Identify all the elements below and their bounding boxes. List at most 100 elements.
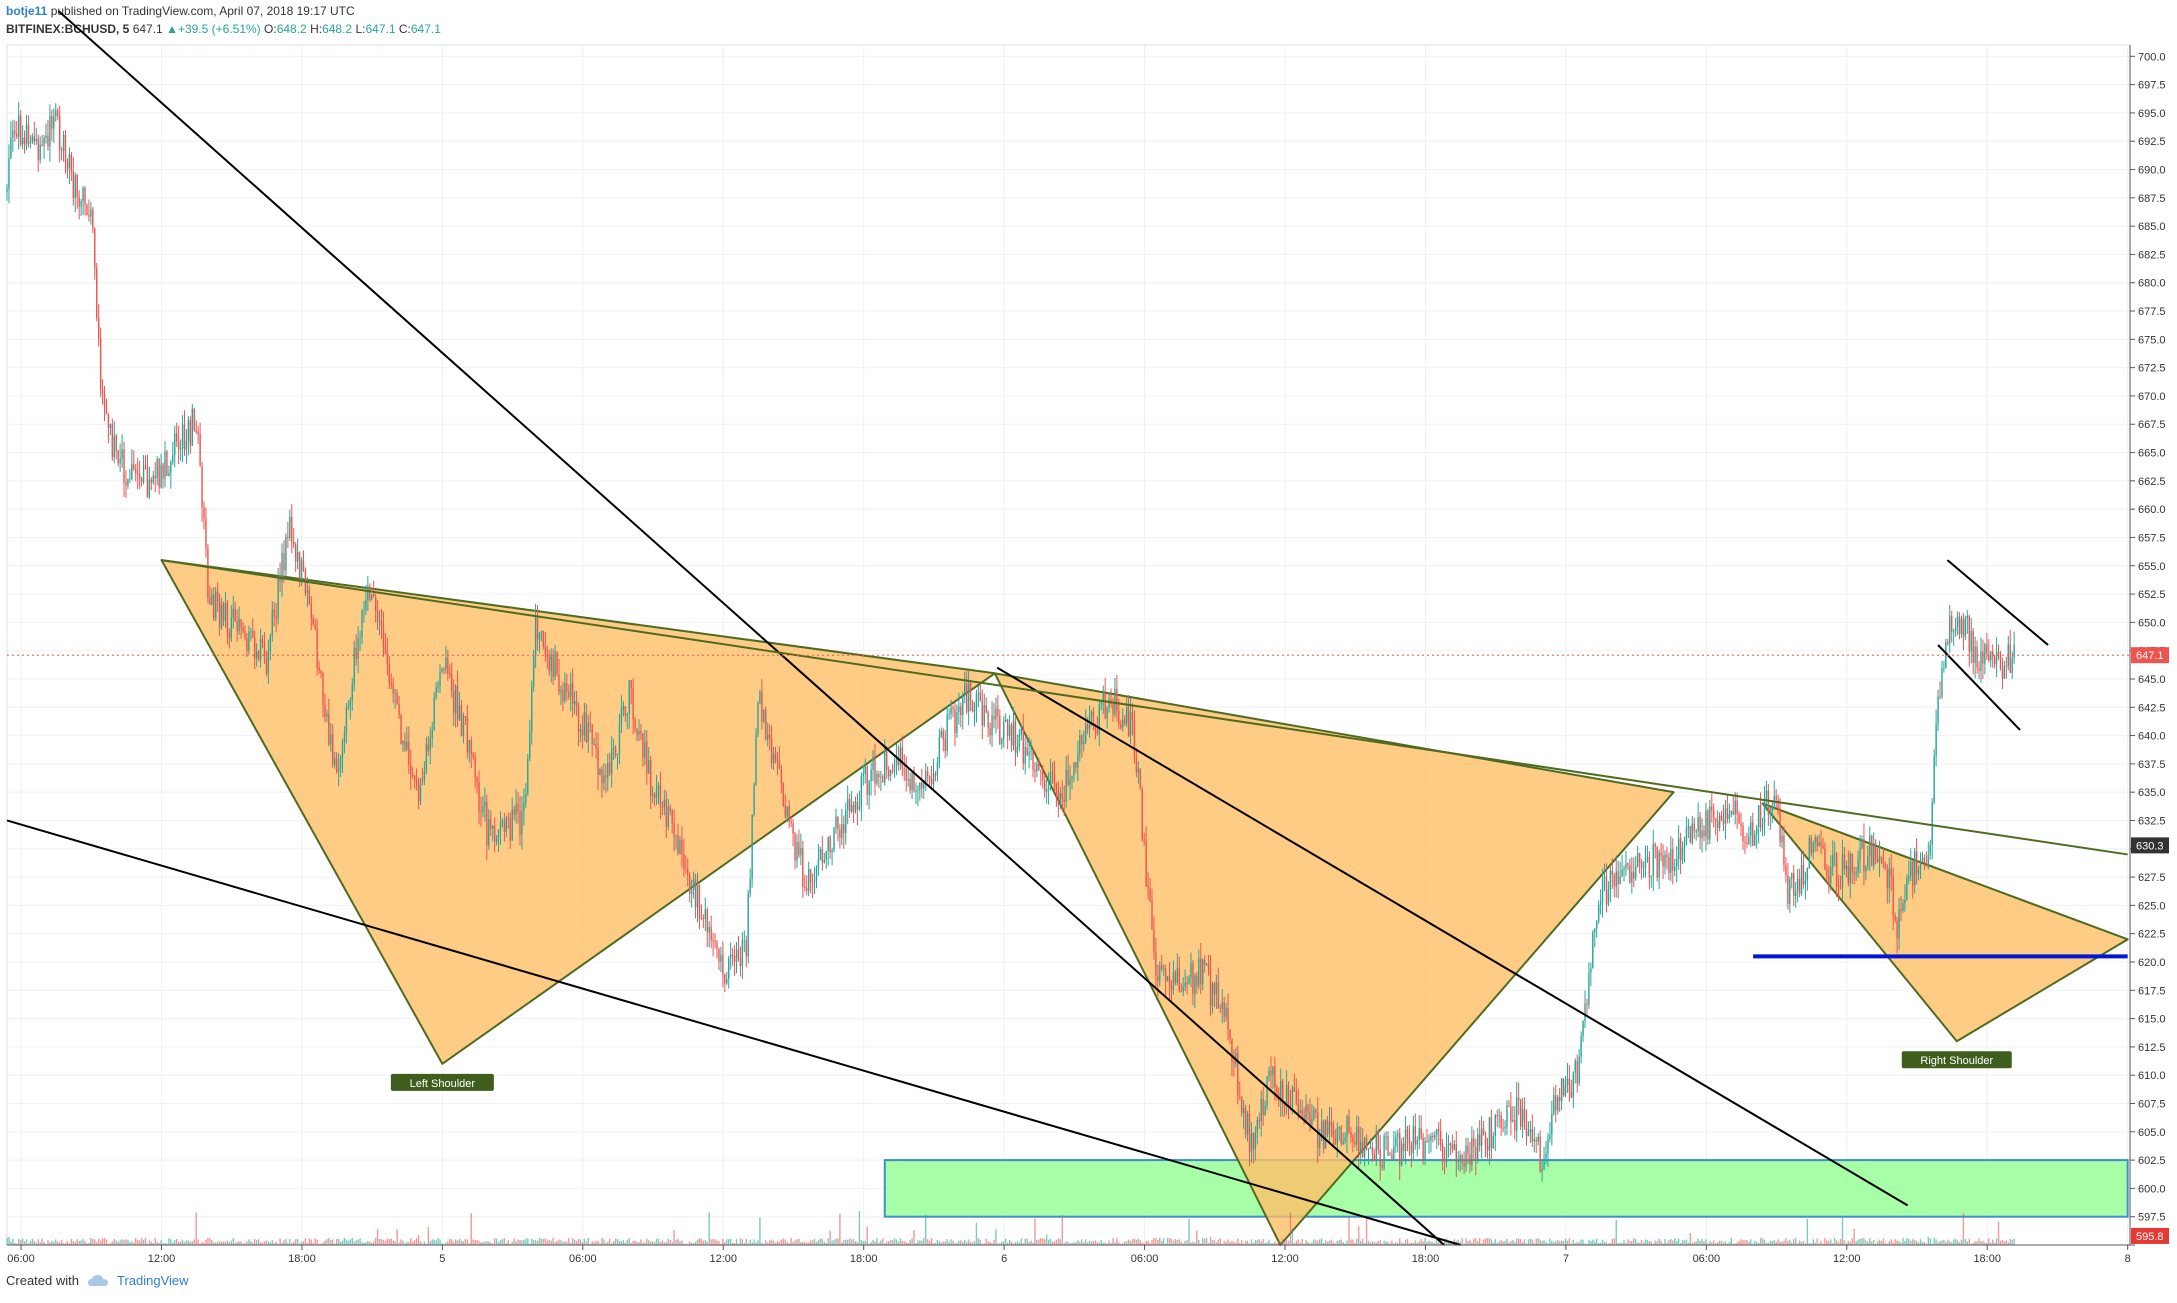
candle-body[interactable] — [2003, 665, 2006, 679]
candle-body[interactable] — [1285, 1084, 1288, 1107]
candle-body[interactable] — [1063, 798, 1065, 802]
candle-body[interactable] — [242, 626, 244, 632]
candle-body[interactable] — [1287, 1084, 1290, 1104]
candle-body[interactable] — [1221, 1002, 1223, 1009]
candle-body[interactable] — [1775, 795, 1777, 800]
candle-body[interactable] — [23, 137, 26, 145]
candle-body[interactable] — [1531, 1129, 1534, 1142]
candle-body[interactable] — [1849, 853, 1851, 883]
candle-body[interactable] — [70, 154, 73, 172]
candle-body[interactable] — [275, 616, 277, 619]
candle-body[interactable] — [1387, 1135, 1389, 1156]
candle-body[interactable] — [458, 705, 461, 720]
candle-body[interactable] — [1968, 615, 1970, 652]
candle-body[interactable] — [97, 317, 100, 338]
candle-body[interactable] — [156, 459, 158, 479]
candle-body[interactable] — [1162, 968, 1165, 970]
candle-body[interactable] — [162, 464, 164, 479]
candle-body[interactable] — [1523, 1108, 1526, 1121]
candle-body[interactable] — [1927, 855, 1930, 866]
candle-body[interactable] — [285, 536, 287, 571]
candle-body[interactable] — [376, 610, 379, 622]
candle-body[interactable] — [897, 758, 900, 765]
candle-body[interactable] — [8, 158, 10, 189]
candle-body[interactable] — [2011, 657, 2013, 673]
candle-body[interactable] — [148, 479, 151, 498]
candle-body[interactable] — [1034, 769, 1036, 772]
candle-body[interactable] — [903, 768, 905, 770]
candle-body[interactable] — [568, 692, 570, 697]
candle-body[interactable] — [1640, 862, 1643, 868]
candle-body[interactable] — [1964, 618, 1967, 637]
candle-body[interactable] — [94, 228, 96, 269]
candle-body[interactable] — [675, 835, 677, 837]
candle-body[interactable] — [1976, 646, 1978, 668]
candle-body[interactable] — [1445, 1145, 1448, 1163]
candle-body[interactable] — [1299, 1110, 1301, 1114]
candle-body[interactable] — [1777, 799, 1779, 811]
candle-body[interactable] — [603, 775, 605, 784]
candle-body[interactable] — [447, 657, 449, 674]
candle-body[interactable] — [540, 631, 543, 634]
trendline[interactable] — [1937, 644, 2021, 731]
candle-body[interactable] — [731, 954, 734, 957]
candle-body[interactable] — [380, 621, 383, 627]
candle-body[interactable] — [1558, 1096, 1561, 1102]
candle-body[interactable] — [1434, 1135, 1436, 1137]
candle-body[interactable] — [1320, 1120, 1323, 1138]
candle-body[interactable] — [1309, 1111, 1311, 1125]
candle-body[interactable] — [1617, 871, 1619, 884]
candle-body[interactable] — [1324, 1119, 1327, 1149]
candle-body[interactable] — [827, 836, 829, 851]
candle-body[interactable] — [324, 704, 326, 717]
candle-body[interactable] — [798, 841, 800, 856]
candle-body[interactable] — [938, 737, 941, 764]
candle-body[interactable] — [1141, 788, 1143, 840]
candle-body[interactable] — [62, 134, 65, 151]
candle-body[interactable] — [786, 806, 788, 818]
candle-body[interactable] — [1369, 1146, 1372, 1149]
candle-body[interactable] — [412, 775, 414, 777]
candle-body[interactable] — [53, 116, 55, 129]
candle-body[interactable] — [860, 775, 863, 807]
candle-body[interactable] — [131, 464, 133, 479]
candle-body[interactable] — [1067, 769, 1069, 785]
candle-body[interactable] — [690, 890, 693, 894]
candle-body[interactable] — [359, 638, 361, 640]
candle-body[interactable] — [1988, 653, 1990, 661]
candle-body[interactable] — [759, 691, 761, 703]
candle-body[interactable] — [776, 760, 779, 762]
candle-body[interactable] — [1564, 1085, 1567, 1096]
candle-body[interactable] — [150, 479, 153, 483]
candle-body[interactable] — [843, 823, 845, 834]
candle-body[interactable] — [1572, 1072, 1575, 1098]
candle-body[interactable] — [1297, 1103, 1299, 1114]
candle-body[interactable] — [930, 779, 933, 785]
candle-body[interactable] — [1038, 763, 1040, 771]
candle-body[interactable] — [472, 754, 474, 757]
candle-body[interactable] — [1525, 1120, 1528, 1136]
candle-body[interactable] — [919, 782, 921, 790]
candle-body[interactable] — [534, 617, 537, 656]
candle-body[interactable] — [392, 684, 394, 694]
candle-body[interactable] — [1319, 1137, 1321, 1148]
candle-body[interactable] — [158, 459, 160, 488]
candle-body[interactable] — [1410, 1144, 1413, 1154]
candle-body[interactable] — [1584, 1003, 1586, 1021]
candle-body[interactable] — [1313, 1109, 1315, 1120]
candle-body[interactable] — [1516, 1097, 1518, 1131]
candle-body[interactable] — [1625, 863, 1627, 869]
candle-body[interactable] — [962, 695, 964, 716]
candle-body[interactable] — [1962, 618, 1965, 637]
candle-body[interactable] — [1135, 758, 1138, 773]
candle-body[interactable] — [926, 771, 929, 777]
trendline[interactable] — [6, 819, 1461, 1246]
candle-body[interactable] — [891, 770, 894, 772]
candle-body[interactable] — [1945, 642, 1947, 669]
candle-body[interactable] — [55, 110, 57, 117]
candle-body[interactable] — [1954, 626, 1957, 632]
candle-body[interactable] — [39, 144, 41, 160]
candle-body[interactable] — [622, 706, 625, 710]
candle-body[interactable] — [1990, 651, 1992, 661]
